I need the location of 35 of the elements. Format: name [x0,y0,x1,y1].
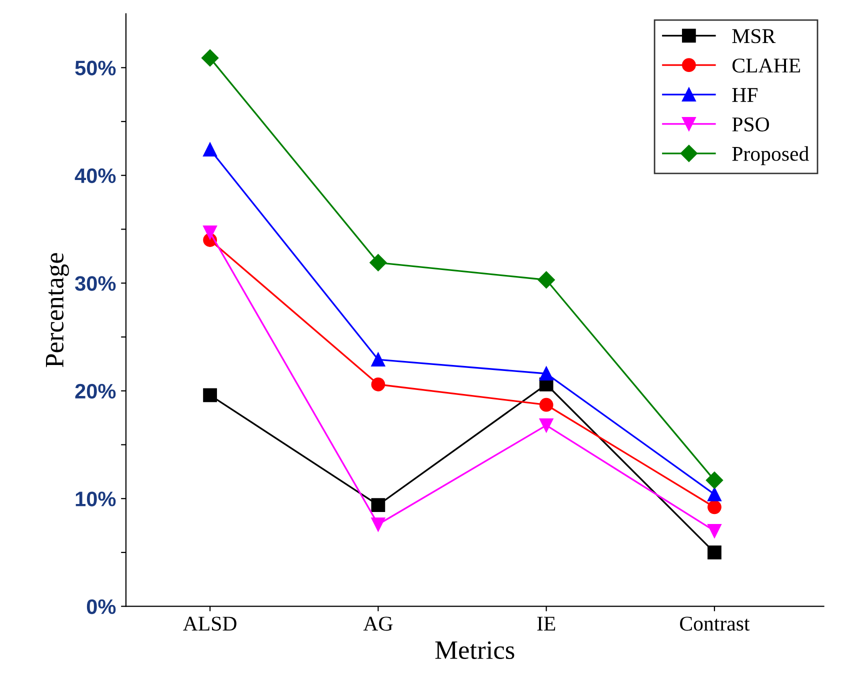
point [706,472,724,489]
point [539,398,554,412]
point [370,254,387,272]
y-tick-label: 20% [75,384,116,399]
point [371,377,386,392]
point [203,142,217,156]
legend-label: Proposed [732,146,809,166]
point [203,388,217,402]
legend-label: PSO [732,117,769,132]
point [538,271,555,288]
x-tick-label: ALSD [183,616,236,631]
x-axis-title: Metrics [435,641,514,660]
y-tick-label: 10% [76,492,116,506]
x-tick-label: IE [537,616,556,630]
point [371,352,386,367]
point [708,524,722,538]
point [371,517,386,532]
point [708,500,722,514]
point [371,498,386,512]
point [203,226,217,240]
legend-label: HF [732,88,758,102]
y-tick-label: 0% [86,599,116,614]
y-axis-title: Percentage [46,253,69,368]
point [708,487,722,502]
point [539,366,554,381]
y-tick-label: 50% [75,60,116,76]
x-tick-label: Contrast [680,616,750,631]
point [708,546,722,560]
x-tick-label: AG [363,616,393,631]
y-tick-label: 40% [74,168,116,184]
y-tick-label: 30% [75,276,116,291]
legend-label: MSR [732,29,776,44]
point [539,418,554,432]
point [201,49,219,67]
legend-label: CLAHE [732,58,800,73]
